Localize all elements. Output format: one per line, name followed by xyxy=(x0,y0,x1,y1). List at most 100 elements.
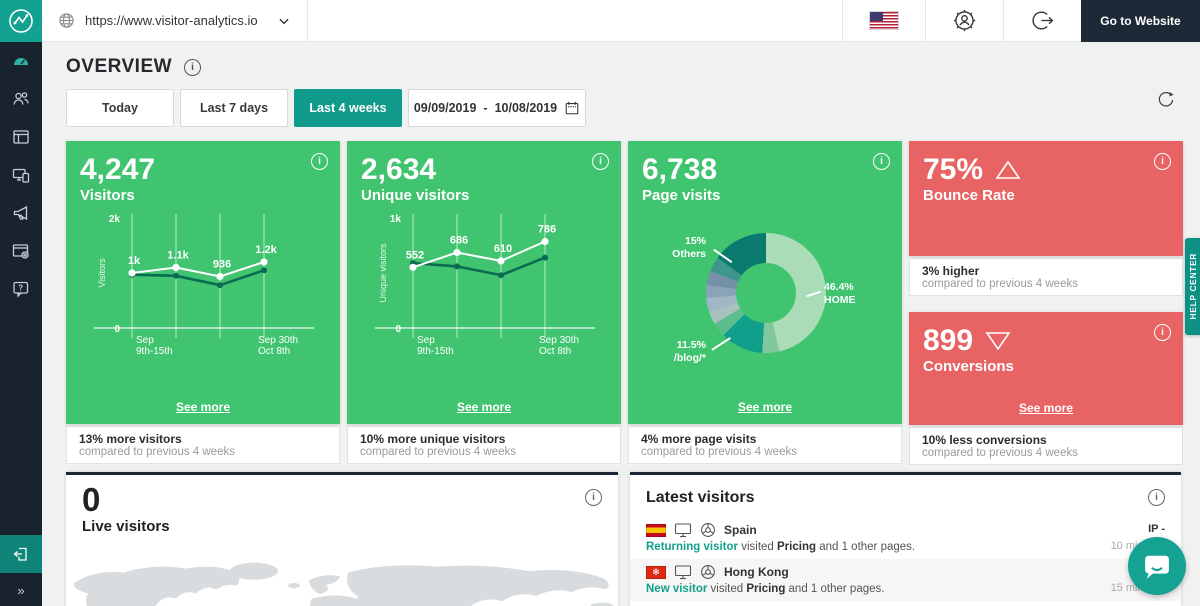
svg-text:1.1k: 1.1k xyxy=(167,250,189,262)
donut-hole xyxy=(736,263,796,323)
visitor-row[interactable]: Hong Kong New visitor visited Pricing an… xyxy=(630,559,1181,601)
account-settings-icon xyxy=(953,9,976,32)
svg-text:1k: 1k xyxy=(128,255,141,267)
info-icon[interactable] xyxy=(592,153,609,170)
visitor-row[interactable]: Zimbabwe IP - xyxy=(630,601,1181,606)
info-icon[interactable] xyxy=(1148,489,1165,506)
info-icon[interactable] xyxy=(1154,153,1171,170)
svg-text:Oct 8th: Oct 8th xyxy=(258,346,290,357)
date-start: 09/09/2019 xyxy=(413,101,477,115)
svg-text:552: 552 xyxy=(406,249,424,261)
live-visitors-card: 0 Live visitors xyxy=(66,472,618,606)
desktop-icon xyxy=(674,523,692,538)
sidebar-item-page-analytics[interactable] xyxy=(0,118,42,156)
svg-text:936: 936 xyxy=(213,259,231,271)
info-icon[interactable] xyxy=(873,153,890,170)
conversions-footnote: 10% less conversions compared to previou… xyxy=(909,427,1183,465)
see-more-link[interactable]: See more xyxy=(737,400,793,414)
svg-text:786: 786 xyxy=(538,224,556,236)
sidebar-item-website-settings[interactable] xyxy=(0,232,42,270)
filter-today-button[interactable]: Today xyxy=(66,89,174,127)
filter-last-4-weeks-button[interactable]: Last 4 weeks xyxy=(294,89,402,127)
sidebar-item-visitors[interactable] xyxy=(0,80,42,118)
visitors-value: 4,247 xyxy=(80,153,156,186)
chat-widget-button[interactable] xyxy=(1128,537,1186,595)
main-content: OVERVIEW Today Last 7 days Last 4 weeks … xyxy=(42,42,1200,606)
donut-label-home: 46.4% HOME xyxy=(824,281,856,307)
svg-text:?: ? xyxy=(18,284,23,293)
kpi-cards-row: 4,247 Visitors 1k 1.1k 936 1.2k 2k 0 Visitors S… xyxy=(66,141,1200,465)
world-map xyxy=(73,562,615,606)
sidebar-item-campaigns[interactable] xyxy=(0,194,42,232)
info-icon[interactable] xyxy=(311,153,328,170)
info-icon[interactable] xyxy=(585,489,602,506)
help-center-label: HELP CENTER xyxy=(1187,253,1198,320)
go-to-website-button[interactable]: Go to Website xyxy=(1081,0,1200,42)
refresh-button[interactable] xyxy=(1156,90,1176,115)
triangle-up-icon xyxy=(995,160,1021,179)
footnote-bold: 10% less conversions xyxy=(922,433,1047,447)
bottom-cards-row: 0 Live visitors Latest visitors xyxy=(66,472,1200,606)
visitor-ip: IP - xyxy=(1148,523,1165,535)
page-visits-card: 6,738 Page visits 46.4%HOME 15%Others xyxy=(628,141,902,424)
svg-text:610: 610 xyxy=(494,243,512,255)
visitor-row[interactable]: Spain Returning visitor visited Pricing … xyxy=(630,517,1181,559)
conversions-card: 899 Conversions See more xyxy=(909,312,1183,425)
browser-icon xyxy=(701,523,715,537)
conversions-label: Conversions xyxy=(923,358,1014,375)
svg-text:Sep 30th: Sep 30th xyxy=(258,335,298,346)
svg-text:Oct 8th: Oct 8th xyxy=(539,346,571,357)
live-visitors-label: Live visitors xyxy=(82,518,170,535)
logo-icon xyxy=(9,9,33,33)
page-analytics-icon xyxy=(13,130,29,144)
app-logo[interactable] xyxy=(0,0,42,42)
info-icon[interactable] xyxy=(1154,324,1171,341)
website-selector[interactable]: https://www.visitor-analytics.io xyxy=(42,0,308,41)
triangle-down-icon xyxy=(985,331,1011,350)
svg-text:1.2k: 1.2k xyxy=(255,244,277,256)
chat-bubble-icon xyxy=(1145,555,1169,579)
svg-text:Sep 30th: Sep 30th xyxy=(539,335,579,346)
topbar-actions: Go to Website xyxy=(842,0,1200,42)
sidebar-item-dashboard[interactable] xyxy=(0,42,42,80)
account-settings-button[interactable] xyxy=(926,0,1003,42)
export-icon xyxy=(13,547,27,561)
filter-last-7-days-button[interactable]: Last 7 days xyxy=(180,89,288,127)
sidebar-item-support[interactable]: ? xyxy=(0,270,42,308)
expand-sidebar-icon[interactable] xyxy=(0,576,42,604)
desktop-icon xyxy=(674,565,692,580)
date-range-picker[interactable]: 09/09/2019 - 10/08/2019 xyxy=(408,89,586,127)
divider xyxy=(842,0,843,42)
see-more-link[interactable]: See more xyxy=(456,400,512,414)
footnote-sub: compared to previous 4 weeks xyxy=(922,278,1078,290)
bounce-rate-card: 75% Bounce Rate xyxy=(909,141,1183,256)
footnote-bold: 3% higher xyxy=(922,264,980,278)
logout-button[interactable] xyxy=(1004,0,1081,42)
visitors-card: 4,247 Visitors 1k 1.1k 936 1.2k 2k 0 Visitors S… xyxy=(66,141,340,424)
svg-text:0: 0 xyxy=(395,324,401,335)
see-more-link[interactable]: See more xyxy=(1018,401,1074,415)
website-url: https://www.visitor-analytics.io xyxy=(85,13,258,28)
unique-visitors-label: Unique visitors xyxy=(361,187,470,204)
sidebar-item-export[interactable] xyxy=(0,535,42,573)
info-icon[interactable] xyxy=(184,58,202,76)
campaigns-icon xyxy=(13,205,28,221)
footnote-sub: compared to previous 4 weeks xyxy=(360,446,516,458)
visitor-activity: Returning visitor visited Pricing and 1 … xyxy=(646,541,916,553)
support-icon: ? xyxy=(13,281,29,298)
latest-visitors-title: Latest visitors xyxy=(646,489,755,506)
sidebar-item-devices[interactable] xyxy=(0,156,42,194)
language-selector[interactable] xyxy=(843,0,925,42)
calendar-icon xyxy=(565,101,579,115)
date-separator: - xyxy=(483,101,488,115)
bounce-rate-footnote: 3% higher compared to previous 4 weeks xyxy=(909,258,1183,296)
help-center-tab[interactable]: HELP CENTER xyxy=(1185,238,1200,335)
logout-icon xyxy=(1032,11,1054,30)
footnote-sub: compared to previous 4 weeks xyxy=(641,446,797,458)
svg-text:Sep: Sep xyxy=(136,335,154,346)
time-filter-group: Today Last 7 days Last 4 weeks 09/09/201… xyxy=(66,89,1200,127)
page-visits-value: 6,738 xyxy=(642,153,718,186)
footnote-sub: compared to previous 4 weeks xyxy=(79,446,235,458)
see-more-link[interactable]: See more xyxy=(175,400,231,414)
